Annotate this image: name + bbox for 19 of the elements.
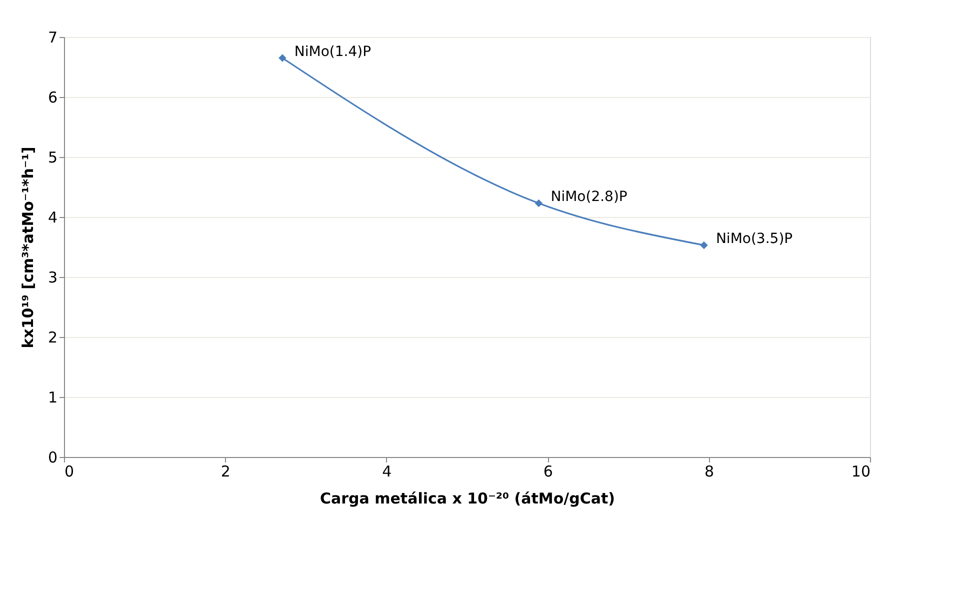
- annotation: NiMo(1.4)P: [294, 44, 372, 60]
- y-tick-label: 2: [48, 328, 58, 346]
- x-axis-title: Carga metálica x 10⁻²⁰ (átMo/gCat): [320, 490, 616, 508]
- y-tick-label: 0: [48, 448, 58, 466]
- y-tick-label: 3: [48, 268, 58, 286]
- y-tick-label: 7: [48, 28, 58, 46]
- x-tick-label: 2: [220, 462, 230, 480]
- x-tick-label: 0: [64, 462, 74, 480]
- x-tick-label: 4: [382, 462, 392, 480]
- y-tick-label: 1: [48, 388, 58, 406]
- annotation: NiMo(3.5)P: [716, 231, 793, 248]
- y-axis-title: kx10¹⁹ [cm³*atMo⁻¹*h⁻¹]: [18, 146, 37, 348]
- y-tick-label: 4: [48, 208, 58, 226]
- x-tick-label: 10: [851, 462, 870, 480]
- y-tick-label: 5: [48, 148, 58, 166]
- x-tick-label: 6: [543, 462, 553, 480]
- annotation: NiMo(2.8)P: [550, 189, 628, 206]
- y-tick-label: 6: [48, 88, 58, 106]
- x-tick-label: 8: [704, 462, 714, 480]
